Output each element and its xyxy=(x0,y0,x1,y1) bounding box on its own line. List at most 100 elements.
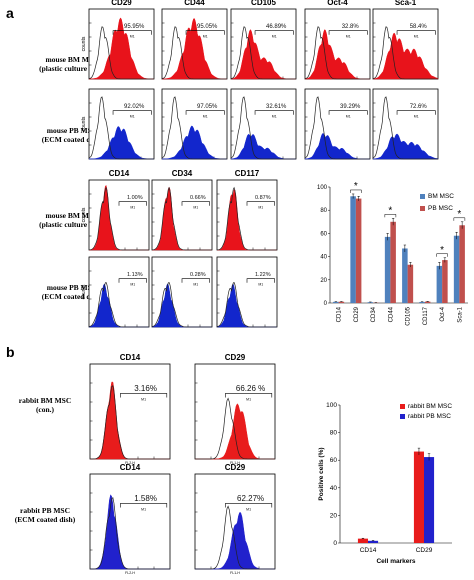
bar-rabbit-bm-msc xyxy=(413,451,424,543)
histogram-gate-bracket xyxy=(112,110,152,115)
histogram-panel: M1 32.61% xyxy=(230,88,297,160)
bar-pb-msc xyxy=(459,225,465,303)
histogram-percent-label: 95.95% xyxy=(124,24,145,30)
x-tick-label: CD29 xyxy=(354,306,360,322)
bar-chart-mouse-markers: 0 20 40 60 80 100 CD14 CD29 * CD34 CD44 * CD105 CD117… xyxy=(317,181,468,326)
legend-swatch xyxy=(420,206,425,211)
histogram-gate-bracket xyxy=(185,110,225,115)
histogram-gate-label: M1 xyxy=(203,35,208,39)
histogram-frame xyxy=(230,88,297,160)
histogram-gate-label: M1 xyxy=(130,283,135,287)
histogram-gate-label: M1 xyxy=(346,35,351,39)
histogram-gate-label: M1 xyxy=(258,283,263,287)
y-tick-label: 40 xyxy=(320,255,327,261)
histogram-control-curve xyxy=(216,186,277,251)
y-tick-label: 100 xyxy=(326,402,337,409)
histogram-panel: M1 95.05% CD44 xyxy=(161,0,228,80)
row-label-rabbit-pb-sub: (ECM coated dish) xyxy=(15,515,76,524)
histogram-percent-label: 39.29% xyxy=(340,104,361,110)
x-tick-label: CD44 xyxy=(388,306,394,322)
histogram-panel: M1 1.13% counts xyxy=(81,256,150,328)
bar-bm-msc xyxy=(350,196,356,303)
histogram-filled-curve xyxy=(88,126,154,160)
bar-pb-msc xyxy=(390,221,396,303)
histogram-gate-bracket xyxy=(225,503,273,508)
bar-pb-msc xyxy=(442,260,448,303)
histogram-panel: M1 1.00% CD14 counts xyxy=(81,169,150,251)
histogram-control-curve xyxy=(90,497,170,570)
significance-bracket xyxy=(453,217,466,221)
histogram-gate-label: M1 xyxy=(193,283,198,287)
bar-pb-msc xyxy=(355,198,362,303)
significance-marker: * xyxy=(354,181,358,192)
row-label-pb-ecm-mid: mouse PB MSC xyxy=(47,283,97,292)
y-axis-label: Positive cells (%) xyxy=(318,447,325,500)
histogram-control-curve xyxy=(151,186,212,251)
histogram-control-curve xyxy=(230,96,296,160)
row-label-rabbit-bm: rabbit BM MSC xyxy=(19,396,72,405)
histogram-filled-curve xyxy=(372,32,439,80)
bar-rabbit-pb-msc xyxy=(368,540,379,543)
histogram-control-curve xyxy=(161,96,227,160)
histogram-control-curve xyxy=(372,26,438,80)
histogram-panel: M1 1.22% xyxy=(216,256,278,328)
histogram-gate-bracket xyxy=(396,110,436,115)
bar-pb-msc xyxy=(424,301,431,303)
significance-bracket xyxy=(384,214,397,218)
row-label-rabbit-pb: rabbit PB MSC xyxy=(20,506,70,515)
bar-bm-msc xyxy=(367,302,374,303)
histogram-panel: M1 0.66% CD34 xyxy=(151,169,213,251)
bar-pb-msc xyxy=(338,301,345,303)
significance-bracket xyxy=(436,253,448,257)
histogram-y-axis-label: counts xyxy=(81,116,87,131)
histogram-gate-label: M1 xyxy=(141,397,146,401)
histogram-gate-label: M1 xyxy=(141,507,146,511)
row-label-pb-ecm-top: mouse PB MSC xyxy=(47,126,97,135)
histogram-marker-title: CD34 xyxy=(172,169,193,178)
histogram-x-axis-label: FL2-H xyxy=(125,571,135,575)
histogram-frame xyxy=(304,88,371,160)
histogram-control-curve xyxy=(216,282,277,328)
histogram-panel: M1 3.16% CD14 FL2-H xyxy=(89,353,171,465)
histogram-filled-curve xyxy=(88,17,154,80)
histogram-gate-bracket xyxy=(112,30,152,35)
x-tick-label: CD29 xyxy=(416,547,433,554)
histogram-control-curve xyxy=(195,397,275,460)
histogram-percent-label: 0.28% xyxy=(190,272,206,278)
histogram-x-axis-label: FL1-H xyxy=(230,571,240,575)
histogram-gate-bracket xyxy=(254,110,294,115)
y-tick-label: 0 xyxy=(333,540,337,547)
histogram-control-curve xyxy=(372,96,438,160)
histogram-panel: M1 58.4% Sca-1 xyxy=(372,0,439,80)
y-tick-label: 20 xyxy=(330,512,338,519)
histogram-gate-bracket xyxy=(118,201,147,206)
histogram-marker-title: CD117 xyxy=(235,169,260,178)
histogram-control-curve xyxy=(161,26,227,80)
histogram-panel: M1 66.26 % CD29 FL1-H xyxy=(194,353,276,465)
histogram-control-curve xyxy=(90,385,170,460)
significance-marker: * xyxy=(440,245,444,256)
histogram-percent-label: 97.05% xyxy=(197,104,218,110)
histogram-marker-title: CD14 xyxy=(120,353,141,362)
legend-swatch xyxy=(420,194,425,199)
histogram-y-axis-label: counts xyxy=(81,207,87,222)
histogram-percent-label: 62.27% xyxy=(237,494,264,503)
histogram-control-curve xyxy=(88,26,154,80)
histogram-percent-label: 46.89% xyxy=(266,24,287,30)
histogram-gate-bracket xyxy=(328,30,368,35)
histogram-marker-title: CD29 xyxy=(225,353,246,362)
histogram-panel: M1 32.8% Oct-4 xyxy=(304,0,371,80)
x-tick-label: Oct-4 xyxy=(440,306,446,321)
histogram-gate-label: M1 xyxy=(258,206,263,210)
histogram-gate-label: M1 xyxy=(346,115,351,119)
histogram-frame xyxy=(89,473,171,570)
histogram-gate-label: M1 xyxy=(246,397,251,401)
histogram-gate-bracket xyxy=(185,30,225,35)
row-label-pb-ecm-mid-sub: (ECM coated dish) xyxy=(42,292,103,301)
x-tick-label: CD34 xyxy=(371,306,377,322)
histogram-gate-label: M1 xyxy=(272,115,277,119)
histogram-percent-label: 0.87% xyxy=(255,195,271,201)
histogram-percent-label: 1.22% xyxy=(255,272,271,278)
histogram-percent-label: 1.13% xyxy=(127,272,143,278)
